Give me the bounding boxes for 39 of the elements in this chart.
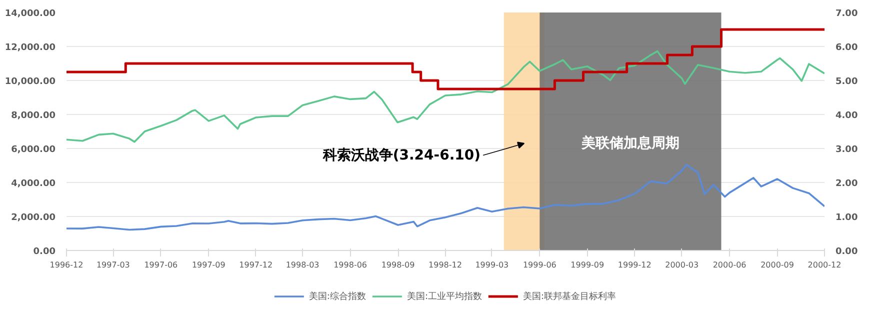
legend-label: 美国:工业平均指数 [406, 290, 482, 302]
x-tick-label: 1997-09 [192, 260, 226, 270]
y2-tick-label: 3.00 [836, 145, 858, 155]
y2-tick-label: 4.00 [836, 111, 858, 121]
y-tick-label: 14,000.00 [4, 9, 56, 19]
y2-tick-label: 5.00 [836, 77, 858, 87]
x-tick-label: 1999-03 [475, 260, 509, 270]
x-tick-label: 1997-03 [96, 260, 130, 270]
y-tick-label: 8,000.00 [11, 111, 56, 121]
x-tick-label: 2000-12 [808, 260, 842, 270]
y2-tick-label: 6.00 [836, 43, 858, 53]
x-tick-label: 2000-03 [665, 260, 699, 270]
x-tick-label: 1997-06 [144, 260, 178, 270]
legend-label: 美国:联邦基金目标利率 [523, 290, 616, 302]
y-tick-label: 12,000.00 [4, 43, 56, 53]
y-tick-label: 10,000.00 [4, 77, 56, 87]
y2-tick-label: 2.00 [836, 179, 858, 189]
x-tick-label: 1999-12 [618, 260, 652, 270]
x-tick-label: 2000-09 [760, 260, 794, 270]
band-label: 美联储加息周期 [580, 134, 680, 152]
y2-tick-label: 1.00 [836, 213, 858, 223]
y-tick-label: 0.00 [33, 247, 56, 257]
band-label: 科索沃战争(3.24-6.10) [322, 147, 481, 164]
x-tick-label: 2000-06 [712, 260, 746, 270]
x-tick-label: 1997-12 [239, 260, 273, 270]
x-tick-label: 1998-09 [381, 260, 415, 270]
x-tick-label: 1996-12 [50, 260, 84, 270]
y-tick-label: 6,000.00 [11, 145, 56, 155]
x-tick-label: 1999-06 [522, 260, 556, 270]
y2-tick-label: 0.00 [836, 247, 858, 257]
y-tick-label: 4,000.00 [11, 179, 56, 189]
line-series [66, 164, 824, 231]
x-tick-label: 1998-06 [334, 260, 368, 270]
legend-label: 美国:综合指数 [308, 290, 366, 302]
x-tick-label: 1999-09 [570, 260, 604, 270]
y2-tick-label: 7.00 [836, 9, 858, 19]
y-tick-label: 2,000.00 [11, 213, 56, 223]
x-tick-label: 1998-12 [428, 260, 462, 270]
x-tick-label: 1998-03 [286, 260, 320, 270]
